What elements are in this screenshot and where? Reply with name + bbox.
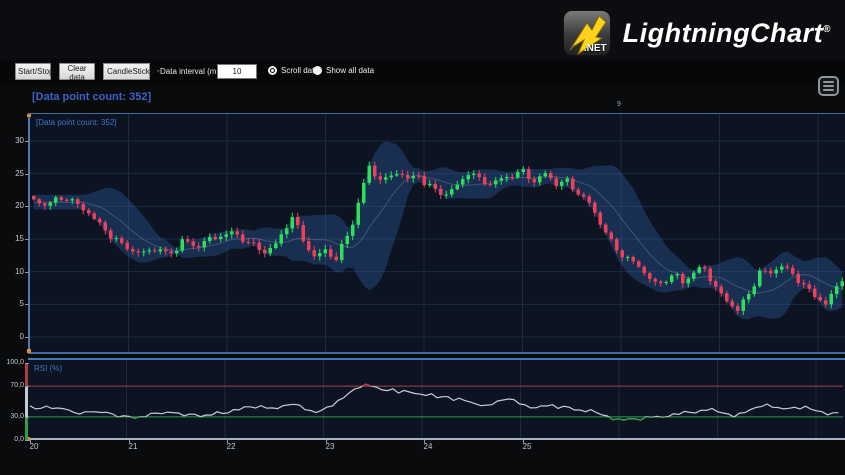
price-axis-tick-label: 20: [15, 201, 24, 210]
price-axis-tick: [25, 239, 29, 240]
brand-name: LightningChart®: [622, 17, 831, 48]
price-axis-tick-label: 30: [15, 136, 24, 145]
time-axis-tick-label: 21: [128, 442, 138, 451]
time-axis-tick-label: 23: [325, 442, 335, 451]
rsi-axis-oversold-segment: [25, 417, 28, 440]
price-axis-tick: [25, 337, 29, 338]
clear-data-button[interactable]: Clear data: [59, 63, 95, 82]
rsi-axis-tick-label: 0,0: [14, 436, 24, 443]
rsi-axis-tick-label: 30,0: [10, 413, 24, 420]
rsi-title: RSI (%): [34, 364, 62, 373]
lightningchart-logo: .NET LightningChart®: [562, 10, 831, 56]
interval-input[interactable]: [217, 64, 257, 79]
time-axis-tick: [523, 440, 524, 443]
radio-unselected-icon: [313, 66, 322, 75]
toolbar: Start/Stop Clear data CandleSticks ▾ Dat…: [0, 60, 845, 84]
chevron-down-icon: ▾: [156, 69, 160, 75]
series-type-value: CandleSticks: [107, 67, 154, 76]
rsi-axis-tick: [25, 363, 29, 364]
time-axis-tick: [129, 440, 130, 443]
rsi-axis-tick: [25, 440, 29, 441]
price-axis-tick: [25, 304, 29, 305]
axis-nib-icon: [26, 437, 30, 441]
price-axis-tick-label: 0: [19, 332, 24, 341]
dotnet-badge: .NET: [583, 43, 607, 54]
rsi-axis-tick: [25, 386, 29, 387]
rsi-axis-mid-segment: [25, 386, 28, 417]
scroll-data-radio[interactable]: Scroll data: [268, 66, 319, 75]
price-axis-tick: [25, 141, 29, 142]
price-chart-panel[interactable]: [Data point count: 352]: [28, 113, 845, 354]
price-axis-tick: [25, 174, 29, 175]
chart-inner-title: [Data point count: 352]: [36, 118, 117, 127]
rsi-axis-tick-label: 100,0: [6, 359, 24, 366]
time-axis-tick: [424, 440, 425, 443]
interval-label: Data interval (ms): [160, 67, 224, 76]
time-axis-tick-label: 20: [29, 442, 39, 451]
price-axis-tick-label: 10: [15, 267, 24, 276]
header: .NET LightningChart®: [0, 0, 845, 58]
start-stop-button[interactable]: Start/Stop: [15, 63, 54, 80]
hamburger-menu-icon[interactable]: [818, 76, 839, 96]
rsi-axis-tick-label: 70,0: [10, 382, 24, 389]
price-axis-tick: [25, 272, 29, 273]
axis-nib-icon: [27, 114, 31, 117]
price-axis-tick: [25, 206, 29, 207]
time-axis-tick: [326, 440, 327, 443]
stray-axis-label: 9: [617, 101, 621, 108]
radio-selected-icon: [268, 66, 277, 75]
lightning-bolt-icon: .NET: [562, 10, 611, 56]
time-axis-tick-label: 25: [522, 442, 532, 451]
rsi-line-series: [28, 360, 845, 440]
x-axis-line: [28, 438, 845, 440]
show-all-data-radio[interactable]: Show all data: [313, 66, 374, 75]
time-axis-tick-label: 24: [423, 442, 433, 451]
time-axis-tick: [30, 440, 31, 443]
rsi-axis-tick: [25, 417, 29, 418]
candlestick-series: [30, 114, 845, 352]
axis-nib-icon: [27, 349, 31, 353]
price-axis-tick-label: 25: [15, 169, 24, 178]
price-axis-tick-label: 15: [15, 234, 24, 243]
time-axis-tick: [227, 440, 228, 443]
rsi-chart-panel[interactable]: RSI (%): [28, 358, 845, 440]
rsi-axis-overbought-segment: [25, 363, 28, 386]
price-axis-tick-label: 5: [19, 299, 24, 308]
data-point-count-title: [Data point count: 352]: [32, 91, 152, 103]
time-axis-tick-label: 22: [226, 442, 236, 451]
series-type-dropdown[interactable]: CandleSticks ▾: [103, 63, 160, 80]
